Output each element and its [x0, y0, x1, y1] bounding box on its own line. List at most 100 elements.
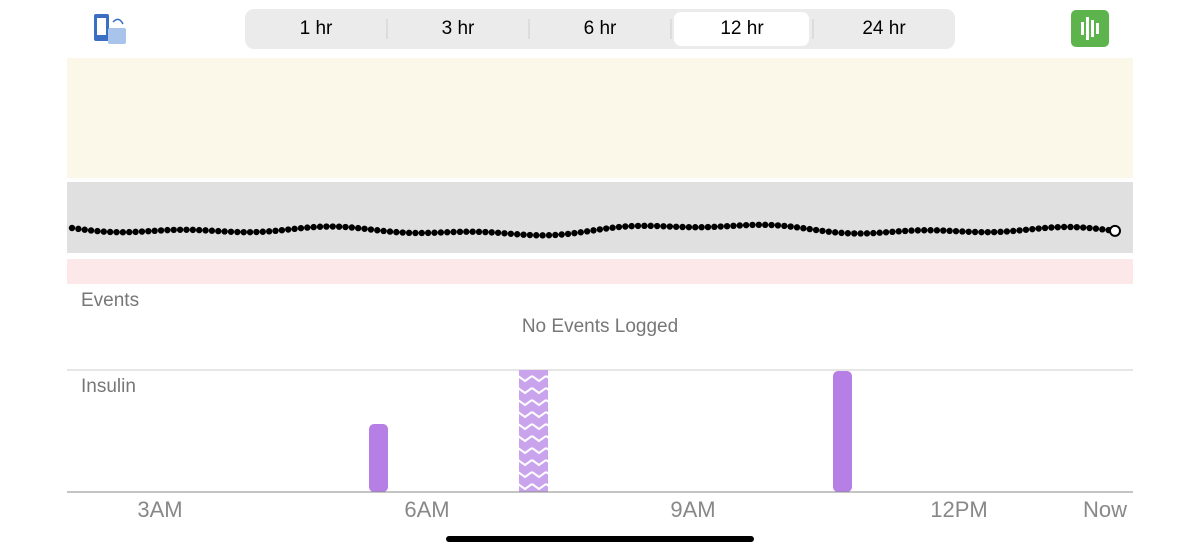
glucose-dot — [558, 231, 565, 238]
glucose-dot — [984, 228, 992, 236]
glucose-dot — [749, 221, 756, 229]
glucose-dot — [119, 229, 127, 236]
glucose-dot — [1099, 226, 1106, 233]
time-label: 12PM — [930, 497, 987, 522]
glucose-dot — [1041, 224, 1049, 232]
glucose-dot — [463, 228, 470, 235]
glucose-dot — [176, 226, 184, 233]
device-icon[interactable] — [94, 14, 126, 44]
glucose-dot — [272, 227, 279, 235]
glucose-dot — [831, 229, 839, 236]
glucose-dot — [736, 222, 743, 229]
home-indicator — [446, 536, 754, 542]
glucose-dot — [316, 223, 324, 230]
glucose-dot — [367, 226, 375, 233]
glucose-dot — [997, 228, 1004, 236]
glucose-dot — [335, 223, 343, 230]
glucose-trace — [68, 221, 1121, 239]
glucose-dot — [431, 229, 438, 236]
glucose-dot — [482, 228, 489, 236]
glucose-dot — [647, 222, 654, 230]
glucose-dot — [310, 223, 317, 231]
glucose-dot — [870, 229, 877, 237]
tab-label[interactable]: 12 hr — [720, 18, 764, 39]
glucose-dot — [781, 222, 788, 230]
time-label: 3AM — [137, 497, 182, 522]
glucose-dot — [304, 224, 311, 231]
glucose-dot — [583, 228, 591, 235]
time-label: 9AM — [670, 497, 715, 522]
tab-label[interactable]: 24 hr — [862, 18, 906, 39]
glucose-dot — [952, 227, 960, 235]
time-label: Now — [1083, 497, 1127, 522]
chart-icon[interactable] — [1071, 10, 1109, 47]
glucose-dot — [354, 224, 362, 232]
glucose-dot — [590, 227, 597, 234]
glucose-dot — [1048, 224, 1055, 231]
glucose-dot — [577, 229, 584, 236]
glucose-dot — [106, 228, 114, 236]
glucose-dot — [291, 225, 298, 233]
glucose-dot — [851, 230, 858, 237]
glucose-dot — [138, 228, 146, 235]
glucose-dot — [513, 231, 521, 238]
glucose-dot — [622, 223, 629, 230]
glucose-dot — [1003, 228, 1011, 235]
glucose-dot — [494, 229, 502, 236]
glucose-dot — [1054, 223, 1061, 231]
insulin-bolus — [369, 424, 388, 492]
tab-label[interactable]: 3 hr — [442, 18, 475, 39]
glucose-dot — [539, 232, 546, 239]
tab-label[interactable]: 1 hr — [300, 18, 333, 39]
glucose-dot — [825, 228, 833, 235]
glucose-dot — [615, 223, 623, 231]
tab-label[interactable]: 6 hr — [584, 18, 617, 39]
glucose-dot — [221, 228, 228, 235]
glucose-dot — [157, 227, 165, 234]
glucose-dot — [151, 227, 158, 235]
glucose-dot — [634, 222, 642, 230]
glucose-dot — [564, 230, 572, 238]
glucose-dot — [533, 232, 540, 239]
glucose-dot — [475, 228, 483, 236]
glucose-dot — [666, 223, 674, 230]
glucose-dot — [742, 221, 750, 229]
glucose-dot — [609, 224, 616, 231]
glucose-dot — [87, 227, 95, 234]
glucose-dot — [183, 226, 190, 233]
glucose-dot — [717, 223, 724, 230]
glucose-dot — [342, 223, 349, 231]
glucose-dot — [755, 221, 763, 229]
glucose-dot — [844, 230, 852, 237]
glucose-dot — [424, 229, 432, 237]
glucose-dot — [914, 227, 922, 234]
events-title: Events — [81, 290, 139, 311]
glucose-dot — [927, 227, 934, 234]
glucose-dot — [418, 229, 425, 237]
glucose-dot — [126, 228, 133, 236]
glucose-dot — [81, 226, 88, 233]
glucose-dot — [628, 222, 635, 230]
glucose-dot — [672, 223, 680, 230]
glucose-dot — [679, 223, 686, 231]
glucose-dot — [208, 227, 216, 234]
glucose-dot — [189, 226, 197, 234]
glucose-dot — [800, 224, 807, 232]
glucose-dot — [552, 231, 559, 239]
glucose-dot — [393, 228, 400, 236]
glucose-dot — [285, 226, 292, 233]
glucose-dot — [94, 227, 101, 235]
glucose-dot — [450, 228, 457, 236]
glucose-dot — [253, 228, 260, 236]
glucose-dot — [113, 228, 120, 236]
glucose-dot — [1010, 227, 1017, 235]
glucose-dot — [202, 227, 209, 234]
glucose-dot — [653, 222, 661, 230]
glucose-dot — [698, 224, 705, 231]
glucose-dot — [501, 230, 508, 237]
glucose-dot — [889, 228, 896, 236]
selected-segment — [674, 12, 809, 46]
glucose-dot — [444, 229, 451, 236]
glucose-dot — [711, 223, 718, 231]
glucose-dot — [660, 223, 667, 230]
